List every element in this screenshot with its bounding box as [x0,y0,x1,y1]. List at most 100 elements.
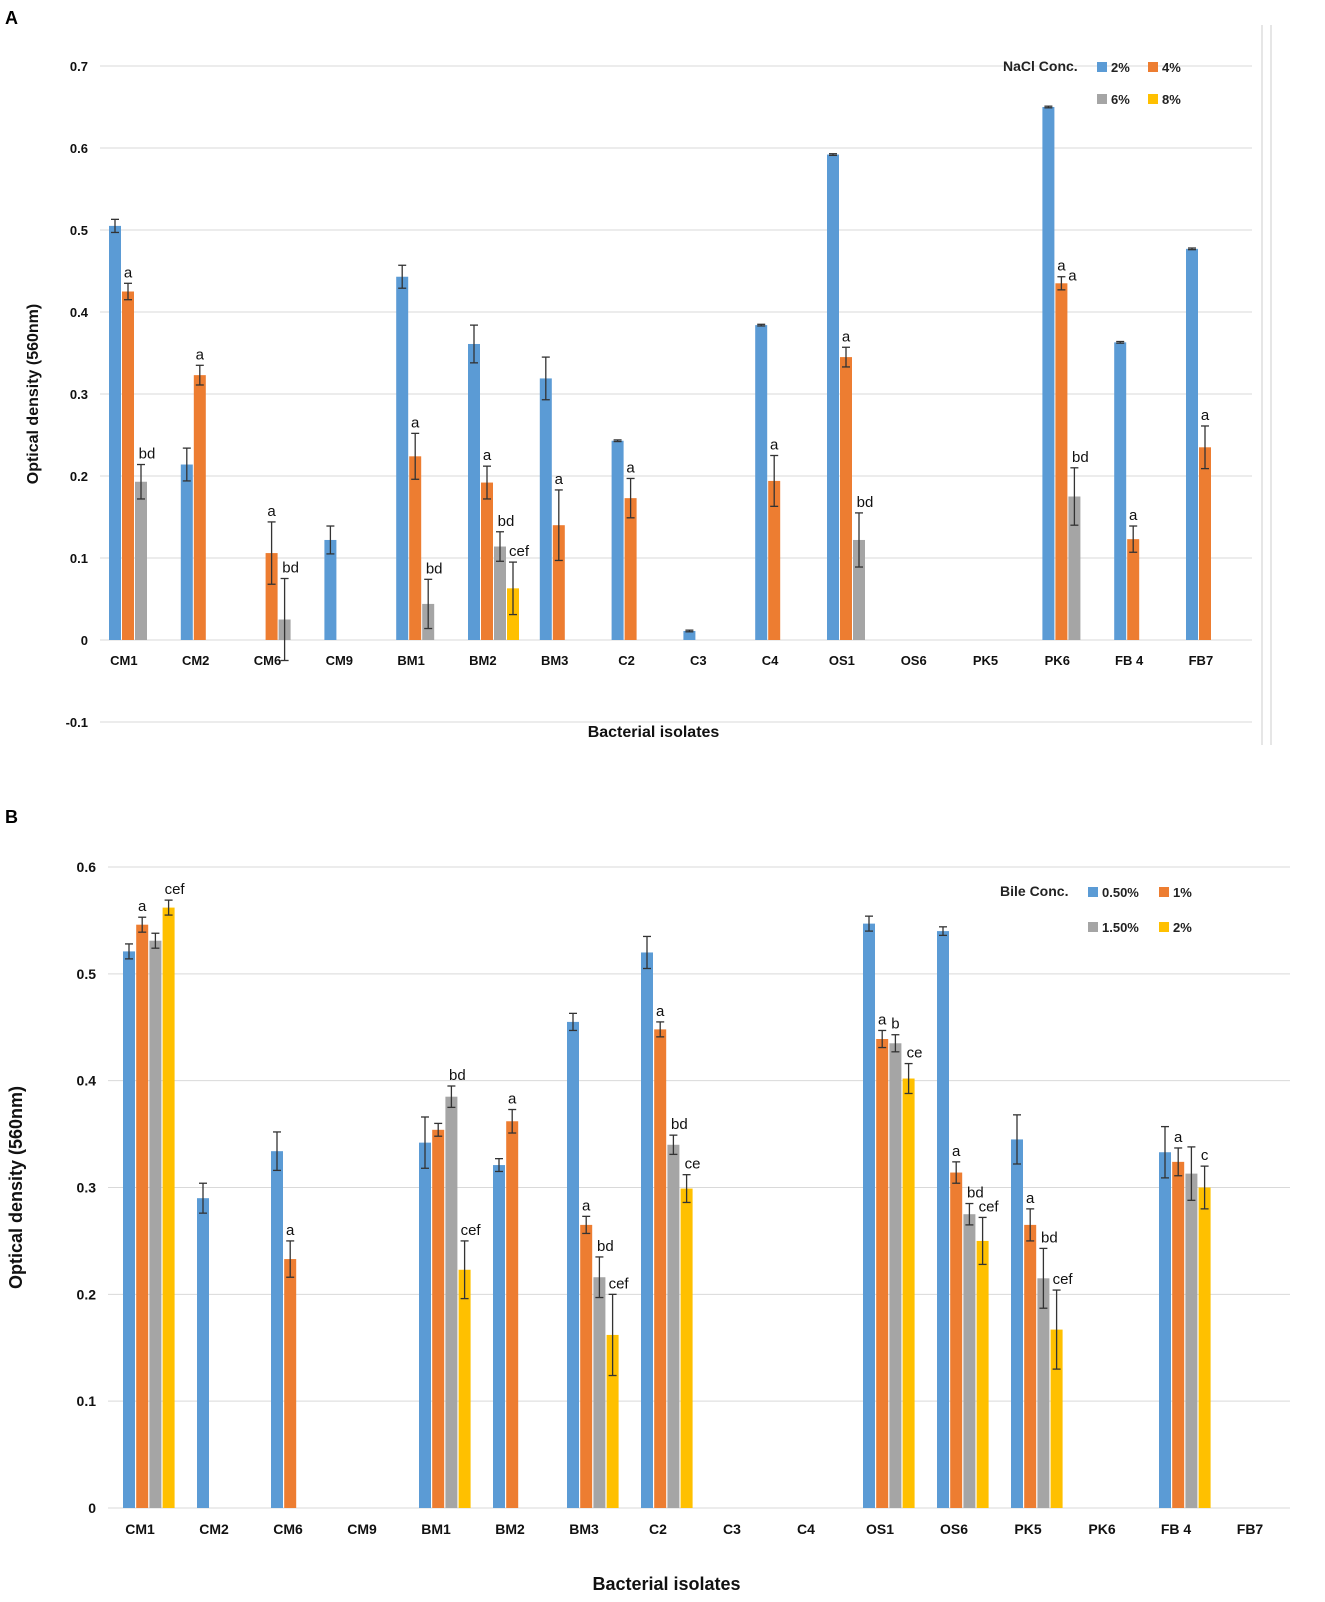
panel-a-x-tick-label: PK6 [1045,653,1070,668]
panel-b-bar [606,1334,619,1508]
panel-b-bar [149,940,162,1508]
panel-b-x-tick-label: CM6 [273,1521,303,1537]
panel-b-bar [937,931,949,1508]
panel-b-bar [876,1039,889,1508]
panel-a-y-axis-title: Optical density (560nm) [25,304,42,485]
panel-b-legend-swatch [1159,922,1169,932]
panel-b-bar [197,1198,209,1508]
panel-a-bar [683,630,696,640]
panel-a-x-axis-title: Bacterial isolates [588,724,720,741]
panel-b-bar [667,1144,680,1508]
panel-b-y-tick-label: 0 [88,1500,96,1516]
panel-b-bar [458,1269,471,1508]
panel-b-bar [445,1096,458,1508]
panel-b-significance-label: a [138,898,147,915]
panel-a-significance-label: a [196,346,205,363]
panel-b-bar [432,1129,445,1508]
panel-b-x-tick-label: FB 4 [1161,1521,1192,1537]
panel-b-bar [506,1121,519,1508]
panel-a-significance-label: a [1129,507,1138,524]
panel-a-significance-label: a [555,471,564,488]
panel-b-bar [654,1029,667,1508]
panel-b-bar [162,907,175,1508]
panel-a-significance-label: a [1068,268,1077,285]
panel-a-y-tick-label: 0.4 [70,305,89,320]
panel-b-significance-label: a [508,1091,517,1108]
panel-b-bar [1011,1139,1023,1508]
panel-a-bar [552,525,565,640]
panel-a-bar [1199,447,1211,640]
panel-b-significance-label: bd [597,1238,614,1255]
panel-b-legend-swatch [1088,887,1098,897]
panel-b-x-tick-label: FB7 [1237,1521,1264,1537]
panel-b-significance-label: a [1026,1190,1035,1207]
panel-a-significance-label: a [411,414,420,431]
panel-b-legend-swatch [1159,887,1169,897]
panel-b-x-tick-label: PK6 [1088,1521,1115,1537]
panel-a-significance-label: bd [498,513,515,530]
panel-b-bar [580,1224,593,1508]
panel-a-bar [122,291,134,640]
panel-a-bar [1186,248,1198,641]
panel-a-bar [468,343,480,640]
panel-a-bar [1042,107,1055,640]
panel-a-significance-label: bd [426,560,443,577]
panel-a-x-tick-label: PK5 [973,653,998,668]
panel-b-bar [680,1188,693,1508]
panel-b-bar [493,1165,505,1508]
panel-b-y-tick-label: 0.1 [77,1393,97,1409]
panel-a-y-tick-label: 0 [81,633,88,648]
panel-a-x-tick-label: OS6 [901,653,927,668]
panel-a-legend-label: 2% [1111,60,1130,75]
panel-b-legend-label: 1.50% [1102,920,1139,935]
panel-b-y-tick-label: 0.6 [77,859,97,875]
panel-b-significance-label: cef [165,881,186,898]
panel-a-x-tick-label: BM1 [397,653,424,668]
panel-b-x-tick-label: PK5 [1014,1521,1041,1537]
panel-a-significance-label: a [1057,258,1066,275]
panel-a-bar [135,481,147,640]
panel-a-legend-swatch [1148,94,1158,104]
panel-b-legend-title: Bile Conc. [1000,883,1068,899]
panel-a-significance-label: a [267,503,276,520]
panel-a-x-tick-label: BM2 [469,653,496,668]
panel-a-y-tick-label: 0.3 [70,387,88,402]
panel-a-legend-label: 8% [1162,92,1181,107]
panel-b-bar [950,1172,963,1508]
panel-a-legend-title: NaCl Conc. [1003,58,1078,74]
panel-b-significance-label: c [1201,1147,1209,1164]
panel-a-significance-label: a [770,437,779,454]
panel-b-x-tick-label: BM2 [495,1521,525,1537]
panel-a-x-tick-label: FB 4 [1115,653,1144,668]
panel-b-legend-label: 2% [1173,920,1192,935]
panel-a-y-tick-label: 0.5 [70,223,88,238]
panel-a-x-tick-label: C3 [690,653,707,668]
panel-a-bar [193,375,206,640]
panel-a-bar [768,480,781,640]
panel-a-y-tick-label: 0.6 [70,141,88,156]
panel-b-bar [419,1142,431,1508]
panel-b-bar [271,1151,283,1508]
panel-b-bar [1050,1329,1063,1508]
panel-a-legend-label: 6% [1111,92,1130,107]
panel-b-x-tick-label: CM1 [125,1521,155,1537]
panel-a-y-tick-label: 0.7 [70,59,88,74]
panel-a-significance-label: a [124,264,133,281]
panel-b-significance-label: b [891,1016,899,1033]
panel-b-significance-label: a [952,1143,961,1160]
panel-b-significance-label: bd [671,1116,688,1133]
panel-a-bar [853,539,865,640]
panel-b-x-tick-label: C4 [797,1521,815,1537]
panel-a-significance-label: a [483,447,492,464]
panel-a-bar [611,440,624,640]
panel-a-legend-swatch [1097,94,1107,104]
panel-b-bar [889,1043,902,1508]
panel-b-bar [1198,1187,1211,1508]
panel-b-bar [902,1078,915,1508]
panel-b-legend-swatch [1088,922,1098,932]
panel-b-bar [1172,1161,1185,1508]
panel-b-y-axis-title: Optical density (560nm) [6,1086,26,1289]
panel-b-bar [136,924,149,1508]
panel-b-significance-label: cef [1053,1271,1074,1288]
panel-a-bar [481,482,493,640]
